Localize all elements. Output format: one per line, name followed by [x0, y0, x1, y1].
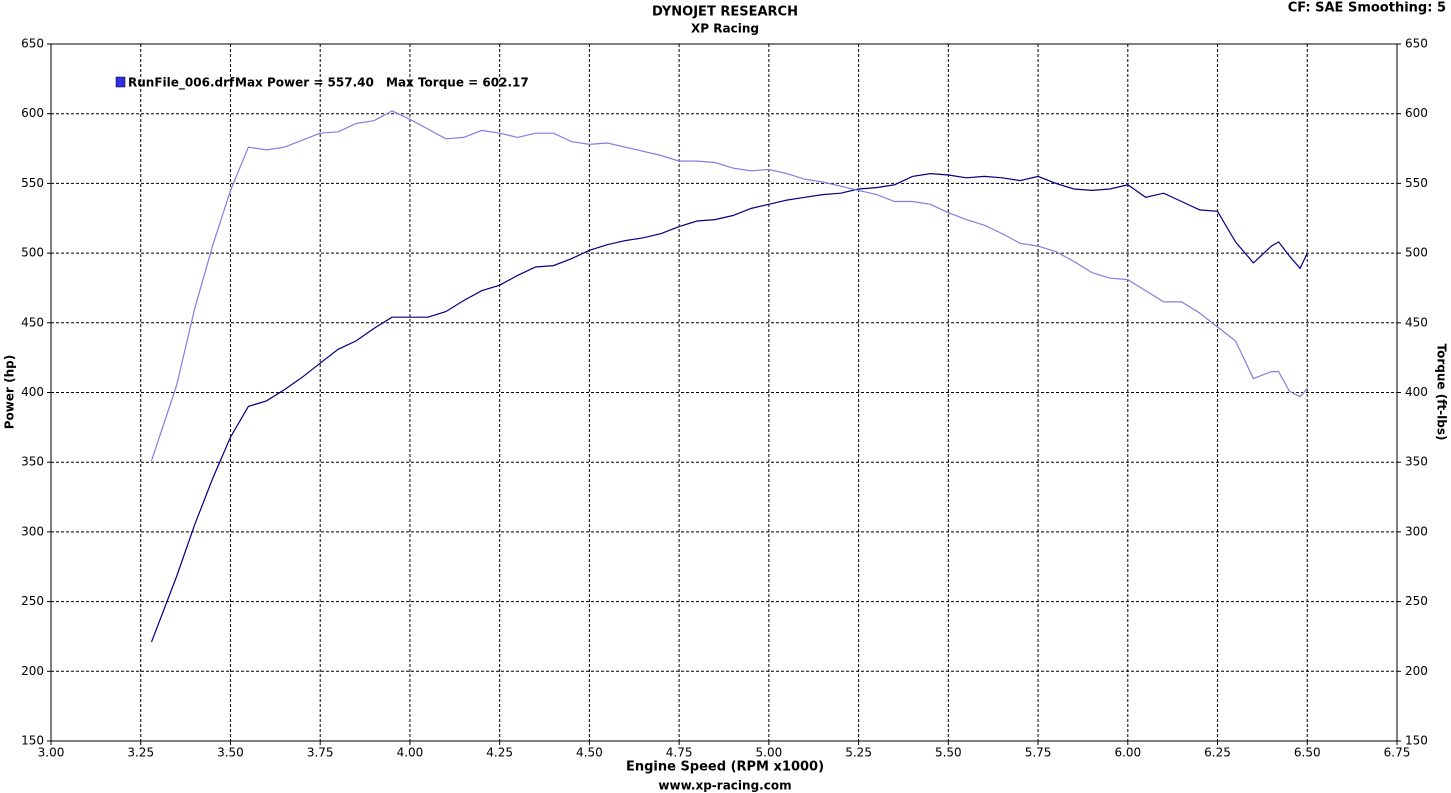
y2-tick-label: 200	[1405, 664, 1428, 678]
x-tick-label: 4.00	[397, 746, 424, 760]
y-tick-label: 350	[21, 455, 44, 469]
chart-title: DYNOJET RESEARCH	[652, 5, 798, 20]
y-tick-label: 300	[21, 524, 44, 538]
y2-tick-label: 600	[1405, 106, 1428, 120]
x-tick-label: 5.50	[935, 746, 962, 760]
y2-axis-label: Torque (ft-lbs)	[1435, 344, 1449, 441]
y2-tick-label: 550	[1405, 176, 1428, 190]
legend-swatch	[115, 76, 126, 88]
y2-tick-label: 450	[1405, 315, 1428, 329]
x-tick-label: 4.50	[576, 746, 603, 760]
y2-tick-label: 650	[1405, 37, 1428, 51]
x-tick-label: 6.00	[1114, 746, 1141, 760]
legend-file: RunFile_006.drf	[128, 76, 235, 91]
y-tick-label: 650	[21, 37, 44, 51]
y2-tick-label: 250	[1405, 594, 1428, 608]
x-axis-label: Engine Speed (RPM x1000)	[626, 760, 824, 775]
legend-power: Max Power = 557.40	[235, 76, 374, 90]
series-line	[150, 110, 1308, 461]
plot-frame	[50, 43, 1398, 742]
x-tick-label: 4.25	[486, 746, 513, 760]
y2-tick-label: 150	[1405, 734, 1428, 748]
x-tick-label: 4.75	[666, 746, 693, 760]
y-tick-label: 250	[21, 594, 44, 608]
footer: www.xp-racing.com	[658, 779, 791, 793]
legend-torque: Max Torque = 602.17	[386, 76, 529, 90]
y2-tick-label: 400	[1405, 385, 1428, 399]
x-tick-label: 5.25	[845, 746, 872, 760]
x-tick-label: 3.50	[217, 746, 244, 760]
x-tick-label: 3.00	[38, 746, 65, 760]
y-tick-label: 450	[21, 315, 44, 329]
x-tick-label: 6.25	[1204, 746, 1231, 760]
y-tick-label: 600	[21, 106, 44, 120]
y-axis-label: Power (hp)	[3, 355, 17, 429]
x-tick-label: 6.50	[1294, 746, 1321, 760]
corner-note: CF: SAE Smoothing: 5	[1288, 1, 1446, 16]
x-tick-label: 5.00	[756, 746, 783, 760]
x-tick-label: 6.75	[1384, 746, 1411, 760]
x-tick-label: 5.75	[1025, 746, 1052, 760]
x-tick-label: 3.25	[127, 746, 154, 760]
y-tick-label: 550	[21, 176, 44, 190]
y2-tick-label: 500	[1405, 246, 1428, 260]
chart-subtitle: XP Racing	[691, 22, 759, 36]
y-tick-label: 400	[21, 385, 44, 399]
series-line	[150, 172, 1308, 643]
y-tick-label: 200	[21, 664, 44, 678]
y2-tick-label: 350	[1405, 455, 1428, 469]
y-tick-label: 150	[21, 734, 44, 748]
y2-tick-label: 300	[1405, 524, 1428, 538]
y-tick-label: 500	[21, 246, 44, 260]
x-tick-label: 3.75	[307, 746, 334, 760]
